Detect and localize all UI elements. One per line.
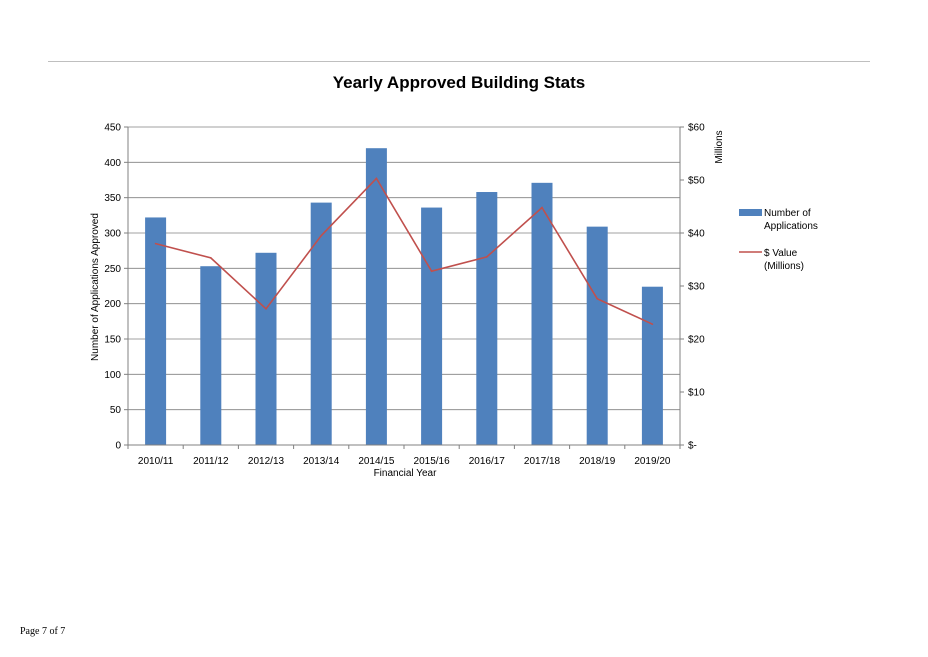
y-tick-label: 300 <box>104 229 121 240</box>
line-point <box>596 297 598 300</box>
line-point <box>375 177 378 180</box>
y2-tick-label: $30 <box>688 282 705 293</box>
bar <box>255 252 277 445</box>
x-tick-label: 2015/16 <box>414 456 451 467</box>
legend: Number of Applications $ Value (Millions… <box>739 208 818 272</box>
x-tick-label: 2013/14 <box>303 456 340 467</box>
bar <box>310 202 332 445</box>
bar <box>421 207 443 445</box>
value-line <box>154 177 654 325</box>
y-axis-label: Number of Applications Approved <box>90 213 101 361</box>
page-footer: Page 7 of 7 <box>20 626 66 637</box>
y2-tick-label: $10 <box>688 388 705 399</box>
y2-tick-label: $50 <box>688 176 705 187</box>
bar <box>145 217 167 445</box>
y-tick-label: 100 <box>104 370 121 381</box>
y-axis-left-ticks: 0 50 100 150 200 250 300 350 400 450 <box>104 123 128 452</box>
x-tick-label: 2010/11 <box>138 456 174 467</box>
y-tick-label: 400 <box>104 158 121 169</box>
line-point <box>651 323 654 325</box>
x-tick-label: 2018/19 <box>579 456 616 467</box>
y-tick-label: 450 <box>104 123 121 134</box>
line-point <box>430 270 433 272</box>
y2-tick-label: $40 <box>688 229 705 240</box>
y-tick-label: 200 <box>104 299 121 310</box>
y2-axis-label: Millions <box>714 130 725 163</box>
legend-bar-swatch <box>739 209 762 216</box>
line-point <box>154 242 157 245</box>
y-tick-label: 150 <box>104 335 121 346</box>
y2-tick-label: $- <box>688 441 697 452</box>
x-axis-label: Financial Year <box>374 468 437 479</box>
x-tick-label: 2019/20 <box>634 456 671 467</box>
bar <box>586 226 608 445</box>
x-tick-label: 2012/13 <box>248 456 285 467</box>
y2-tick-label: $20 <box>688 335 705 346</box>
x-tick-label: 2016/17 <box>469 456 506 467</box>
x-tick-label: 2014/15 <box>358 456 395 467</box>
y-tick-label: 350 <box>104 193 121 204</box>
header-rule <box>48 61 870 62</box>
bars <box>145 148 663 445</box>
line-point <box>486 256 488 258</box>
line-point <box>541 206 543 209</box>
line-point <box>320 234 323 237</box>
y-tick-label: 0 <box>115 441 121 452</box>
y2-tick-label: $60 <box>688 123 705 134</box>
bar <box>531 182 553 445</box>
series-line <box>155 177 653 325</box>
bar <box>200 266 222 445</box>
y-tick-label: 250 <box>104 264 121 275</box>
y-tick-label: 50 <box>110 405 122 416</box>
bar <box>641 286 663 445</box>
line-point <box>210 257 212 259</box>
chart-title: Yearly Approved Building Stats <box>333 73 586 92</box>
line-point <box>265 307 267 310</box>
bar <box>365 148 387 445</box>
bar <box>476 192 498 445</box>
legend-line-label: $ Value (Millions) <box>764 248 804 272</box>
y-axis-right-ticks: $- $10 $20 $30 $40 $50 $60 <box>680 123 705 452</box>
x-tick-label: 2011/12 <box>193 456 229 467</box>
legend-bar-label: Number of Applications <box>764 208 818 232</box>
x-axis-ticks: 2010/11 2011/12 2012/13 2013/14 2014/15 2015/… <box>127 445 681 467</box>
x-tick-label: 2017/18 <box>524 456 561 467</box>
